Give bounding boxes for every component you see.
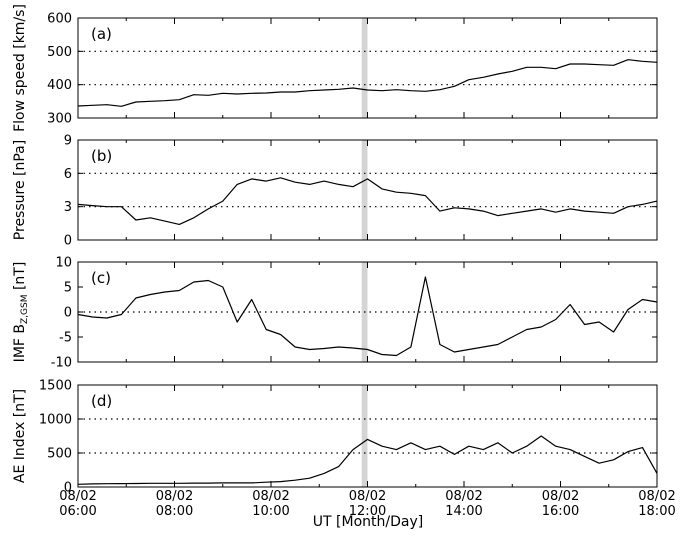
x-tick-label-date: 08/02	[59, 489, 96, 504]
panel-label: (d)	[91, 392, 112, 410]
panel-label: (b)	[91, 147, 112, 165]
y-tick-label: 600	[47, 12, 72, 27]
x-tick-label-date: 08/02	[156, 489, 193, 504]
x-tick-label-time: 12:00	[349, 504, 386, 519]
y-tick-label: 500	[47, 447, 72, 462]
y-tick-label: 9	[64, 134, 72, 149]
panel-3: -10 -5 0 5 10 (c) IMF BZ,GSM [nT]	[12, 256, 658, 371]
y-tick-label: -10	[51, 356, 72, 371]
x-tick-label-date: 08/02	[252, 489, 289, 504]
x-axis-title: UT [Month/Day]	[313, 514, 423, 530]
panel-2: 0 3 6 9 (b) Pressure [nPa]	[12, 134, 658, 249]
panel-label: (c)	[91, 269, 111, 287]
y-axis-label: AE Index [nT]	[12, 389, 28, 483]
y-tick-label: 300	[47, 112, 72, 127]
panel-1: 300 400 500 600 (a) Flow speed [km/s]	[12, 4, 658, 132]
x-tick-label-date: 08/02	[445, 489, 482, 504]
y-axis-label: IMF BZ,GSM [nT]	[12, 262, 30, 363]
highlight-band	[361, 18, 368, 118]
y-tick-label: 10	[55, 256, 72, 271]
highlight-band	[361, 140, 368, 240]
data-line	[77, 276, 658, 357]
y-axis-label: Pressure [nPa]	[12, 140, 28, 240]
y-tick-label: 1000	[39, 413, 72, 428]
x-tick-label-date: 08/02	[638, 489, 675, 504]
x-tick-label-time: 18:00	[638, 504, 675, 519]
x-tick-label-time: 14:00	[445, 504, 482, 519]
y-tick-label: 400	[47, 78, 72, 93]
y-tick-label: 5	[64, 281, 72, 296]
x-tick-label-time: 08:00	[156, 504, 193, 519]
highlight-band	[361, 385, 368, 487]
panel-label: (a)	[91, 25, 112, 43]
y-tick-label: 3	[64, 200, 72, 215]
data-line	[77, 59, 658, 107]
y-tick-label: 1500	[39, 379, 72, 394]
y-axis-label: Flow speed [km/s]	[12, 4, 28, 132]
data-line	[77, 177, 658, 225]
x-tick-label-date: 08/02	[349, 489, 386, 504]
y-tick-label: 500	[47, 45, 72, 60]
panel-4: 0 500 1000 1500 (d) AE Index [nT]	[12, 379, 658, 496]
x-tick-label-time: 10:00	[252, 504, 289, 519]
x-tick-label-time: 06:00	[59, 504, 96, 519]
x-tick-label-time: 16:00	[542, 504, 579, 519]
y-tick-label: -5	[59, 331, 72, 346]
y-tick-label: 0	[64, 234, 72, 249]
x-tick-label-date: 08/02	[542, 489, 579, 504]
y-tick-label: 0	[64, 306, 72, 321]
y-tick-label: 6	[64, 167, 72, 182]
y-tick-label: 0	[64, 481, 72, 496]
x-axis-tick-labels: 08/0206:0008/0208:0008/0210:0008/0212:00…	[59, 489, 675, 519]
